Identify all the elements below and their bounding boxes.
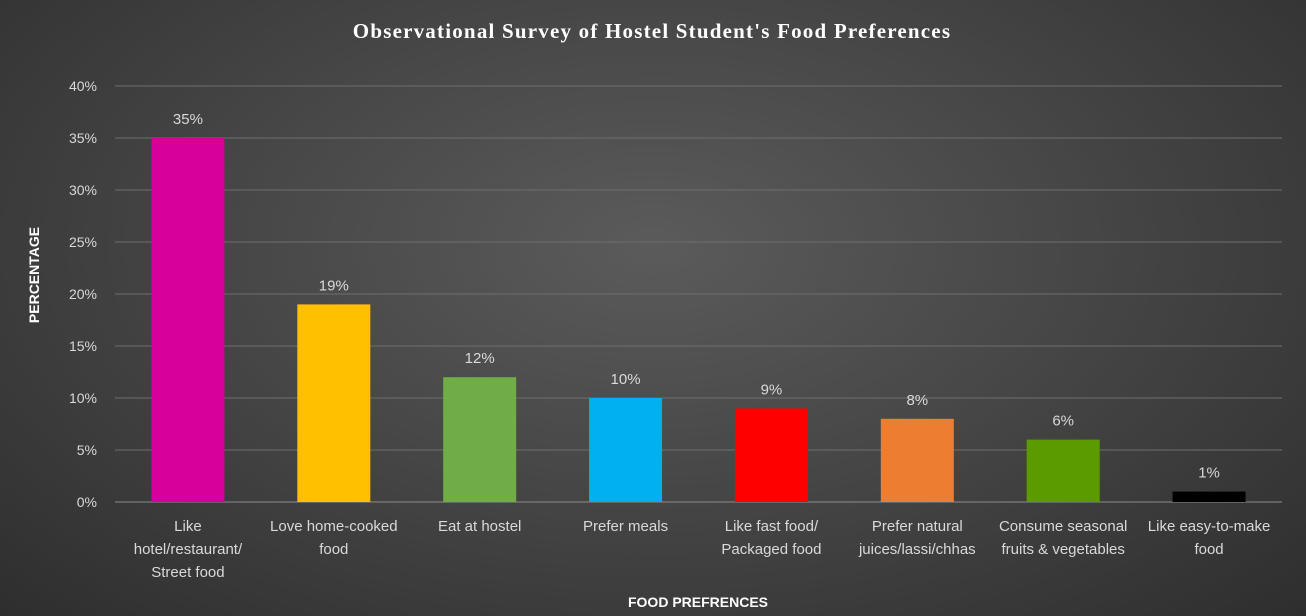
bar [1172, 491, 1246, 502]
data-label: 19% [319, 277, 349, 294]
y-tick-label: 35% [69, 130, 97, 146]
bar [443, 377, 517, 502]
category-label: Prefer meals [583, 518, 668, 535]
bar [151, 138, 225, 502]
data-label: 1% [1198, 465, 1220, 482]
bar [297, 304, 371, 502]
gridlines [115, 85, 1282, 503]
y-tick-label: 30% [69, 182, 97, 198]
category-label: Like hotel/restaurant/Street food [134, 518, 243, 581]
data-label: 9% [761, 381, 783, 398]
category-label: Like fast food/Packaged food [721, 518, 821, 558]
y-tick-label: 20% [69, 286, 97, 302]
y-axis-ticks: 0% 5% 10% 15% 20% 25% 30% 35% 40% [69, 78, 97, 510]
category-label: Consume seasonal fruits & vegetables [999, 518, 1127, 558]
data-label: 12% [465, 350, 495, 367]
y-tick-label: 10% [69, 390, 97, 406]
data-label: 6% [1052, 413, 1074, 430]
y-axis-title: PERCENTAGE [26, 227, 42, 323]
x-axis-categories: Like hotel/restaurant/Street food Love hom… [134, 518, 1271, 581]
y-tick-label: 5% [77, 442, 97, 458]
x-axis-title: FOOD PREFRENCES [628, 594, 768, 610]
bar [880, 418, 954, 502]
data-label: 10% [611, 371, 641, 388]
category-label: Prefer natural juices/lassi/chhas [858, 518, 976, 558]
data-label: 8% [906, 392, 928, 409]
data-label: 35% [173, 111, 203, 128]
bar [589, 398, 663, 502]
y-tick-label: 25% [69, 234, 97, 250]
data-labels: 35% 19% 12% 10% 9% 8% 6% 1% [173, 111, 1220, 482]
y-tick-label: 0% [77, 494, 97, 510]
category-label: Like easy-to-make food [1148, 518, 1271, 558]
y-tick-label: 40% [69, 78, 97, 94]
bar [1026, 439, 1100, 502]
chart-title: Observational Survey of Hostel Student's… [353, 19, 951, 43]
y-tick-label: 15% [69, 338, 97, 354]
bars [151, 138, 1246, 502]
bar [734, 408, 808, 502]
category-label: Love home-cooked food [270, 518, 398, 558]
category-label: Eat at hostel [438, 518, 521, 535]
